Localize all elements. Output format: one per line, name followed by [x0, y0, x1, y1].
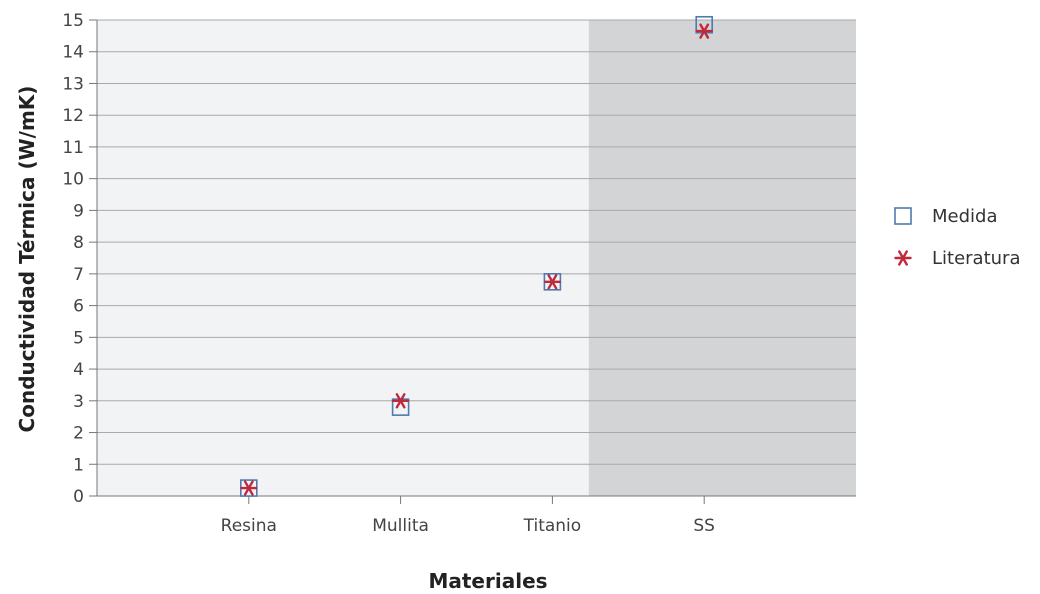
y-tick-label: 15: [62, 11, 84, 31]
legend-label: Medida: [932, 206, 998, 227]
y-tick-label: 11: [62, 138, 84, 158]
y-tick-label: 3: [73, 392, 84, 412]
legend-marker-medida: [894, 207, 912, 225]
data-point-literatura: [391, 393, 410, 409]
shaded-region-rect: [588, 20, 856, 496]
y-tick-label: 13: [62, 74, 84, 94]
y-tick-label: 12: [62, 106, 84, 126]
axes: [96, 20, 856, 497]
legend: Medida Literatura: [894, 206, 1021, 269]
x-tick-label: SS: [693, 516, 715, 536]
y-tick-label: 6: [73, 297, 84, 317]
gridlines: [97, 19, 856, 465]
x-axis-ticks: Resina Mullita Titanio SS: [221, 496, 715, 536]
shaded-region: [588, 20, 856, 496]
y-tick-label: 2: [73, 424, 84, 444]
y-tick-label: 8: [73, 233, 84, 253]
legend-marker-literatura: [894, 250, 912, 266]
data-point-literatura: [240, 480, 258, 496]
y-tick-label: 1: [73, 455, 84, 475]
x-tick-label: Mullita: [372, 516, 429, 536]
x-tick-label: Resina: [221, 516, 277, 536]
x-tick-label: Titanio: [523, 516, 582, 536]
y-tick-label: 14: [62, 43, 84, 63]
data-point-literatura: [695, 23, 713, 39]
y-tick-label: 10: [62, 170, 84, 190]
data-points: [240, 15, 714, 497]
y-tick-label: 5: [73, 328, 84, 348]
x-axis-label: Materiales: [428, 569, 547, 593]
data-point-literatura: [543, 274, 562, 290]
y-tick-label: 9: [73, 201, 84, 221]
legend-label: Literatura: [932, 248, 1021, 269]
y-tick-label: 7: [73, 265, 84, 285]
y-axis-label: Conductividad Térmica (W/mK): [15, 86, 39, 433]
y-tick-label: 0: [73, 487, 84, 507]
y-tick-label: 4: [73, 360, 84, 380]
